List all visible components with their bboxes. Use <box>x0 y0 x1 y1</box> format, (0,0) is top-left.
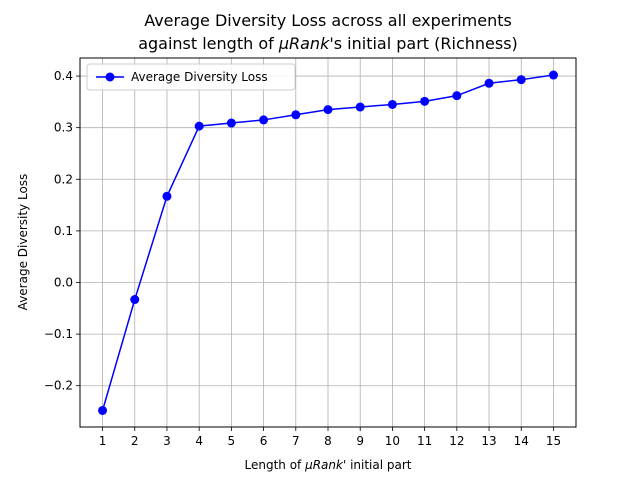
data-point <box>420 96 430 106</box>
data-point <box>98 405 108 415</box>
x-tick-label: 6 <box>260 434 268 448</box>
x-tick-label: 4 <box>195 434 203 448</box>
data-point <box>355 102 365 112</box>
legend-box <box>86 63 296 91</box>
x-tick-label: 13 <box>481 434 496 448</box>
x-tick-label: 5 <box>228 434 236 448</box>
y-tick-label: 0.4 <box>54 69 73 83</box>
data-point <box>452 91 462 101</box>
data-point <box>484 78 494 88</box>
data-point <box>291 110 301 120</box>
x-tick-label: 11 <box>417 434 432 448</box>
x-tick-label: 12 <box>449 434 464 448</box>
y-tick-label: 0.2 <box>54 172 73 186</box>
data-point <box>323 105 333 115</box>
data-point <box>130 295 140 305</box>
x-tick-label: 1 <box>99 434 107 448</box>
x-axis-label: Length of μRank' initial part <box>244 458 411 472</box>
series-group <box>98 70 558 415</box>
y-tick-label: −0.1 <box>44 327 73 341</box>
data-point <box>516 75 526 85</box>
x-tick-label: 2 <box>131 434 139 448</box>
data-point <box>387 99 397 109</box>
data-point <box>162 191 172 201</box>
x-tick-label: 8 <box>324 434 332 448</box>
legend-marker-swatch <box>105 72 115 82</box>
data-point <box>259 115 269 125</box>
x-tick-label: 14 <box>514 434 529 448</box>
y-axis-label: Average Diversity Loss <box>16 174 30 311</box>
y-tick-label: 0.3 <box>54 121 73 135</box>
data-point <box>548 70 558 80</box>
chart-title-line2: against length of μRank's initial part (… <box>138 34 518 53</box>
y-tick-label: 0.0 <box>54 275 73 289</box>
x-tick-label: 9 <box>356 434 364 448</box>
chart-title-line1: Average Diversity Loss across all experi… <box>144 11 512 30</box>
data-point <box>194 121 204 131</box>
x-tick-label: 10 <box>385 434 400 448</box>
x-tick-label: 3 <box>163 434 171 448</box>
y-axis-ticks: −0.2 −0.1 0.0 0.1 0.2 0.3 0.4 <box>44 69 80 393</box>
x-tick-label: 15 <box>546 434 561 448</box>
y-tick-label: 0.1 <box>54 224 73 238</box>
data-point <box>226 118 236 128</box>
x-axis-ticks: 1 2 3 4 5 6 7 8 9 10 11 12 13 14 15 <box>99 427 561 448</box>
legend-label: Average Diversity Loss <box>131 70 268 84</box>
legend: Average Diversity Loss <box>86 63 296 91</box>
y-tick-label: −0.2 <box>44 379 73 393</box>
x-tick-label: 7 <box>292 434 300 448</box>
